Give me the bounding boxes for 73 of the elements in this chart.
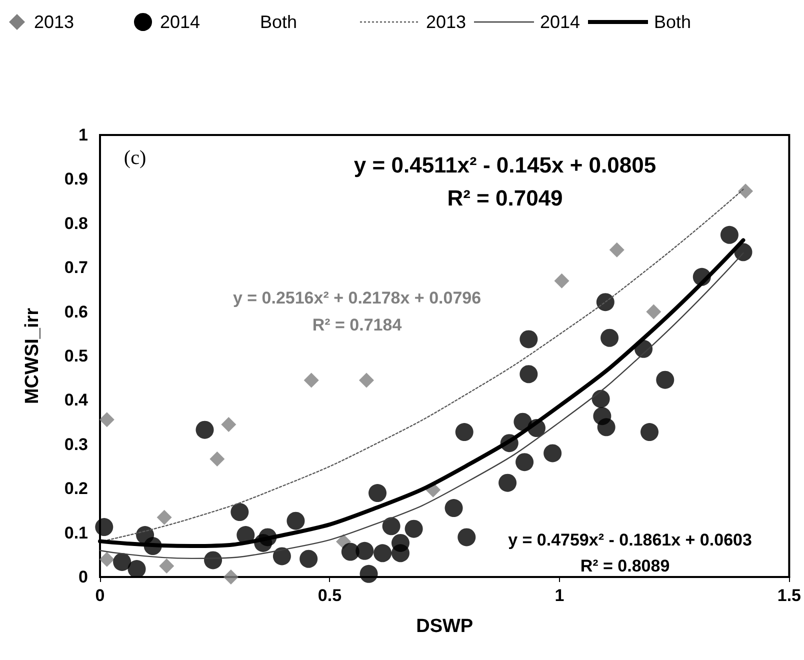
- annotation: (c): [124, 147, 146, 169]
- annotation: y = 0.2516x² + 0.2178x + 0.0796: [232, 288, 482, 308]
- x-tick-label: 1: [554, 586, 564, 605]
- point: [210, 451, 225, 466]
- point: [392, 544, 410, 562]
- point: [230, 503, 249, 522]
- annotation: y = 0.4511x² - 0.145x + 0.0805: [354, 152, 656, 178]
- point: [592, 390, 610, 408]
- point: [304, 372, 319, 388]
- point: [223, 570, 238, 584]
- annotation: y = 0.4759x² - 0.1861x + 0.0603: [508, 530, 752, 550]
- point: [600, 328, 619, 347]
- y-tick-label: 0.1: [64, 523, 88, 542]
- point: [554, 273, 570, 288]
- legend-label: 2014: [160, 12, 200, 32]
- point: [520, 330, 538, 348]
- point: [640, 423, 659, 442]
- legend-label: 2014: [540, 12, 580, 32]
- point: [358, 372, 374, 388]
- point: [720, 226, 738, 244]
- annotation: R² = 0.8089: [580, 556, 670, 576]
- point: [368, 484, 387, 502]
- point: [738, 184, 754, 199]
- legend-label: 2013: [426, 12, 466, 32]
- y-tick-label: 0.8: [64, 214, 88, 233]
- y-tick-label: 0.4: [64, 390, 89, 410]
- point: [516, 453, 534, 472]
- point: [382, 517, 400, 536]
- y-tick-label: 0.5: [64, 346, 88, 366]
- point: [597, 418, 616, 436]
- y-axis-title: MCWSI_irr: [22, 307, 43, 404]
- point: [113, 552, 132, 571]
- point: [196, 420, 214, 439]
- y-tick-label: 1: [78, 126, 88, 144]
- point: [374, 544, 392, 562]
- y-tick-label: 0.3: [64, 434, 88, 454]
- y-tick-label: 0.9: [64, 170, 88, 189]
- annotation: R² = 0.7049: [447, 186, 563, 210]
- point: [609, 242, 624, 258]
- point: [159, 558, 174, 574]
- point: [444, 499, 463, 518]
- y-tick-label: 0.2: [64, 479, 88, 498]
- point: [156, 510, 172, 525]
- point: [356, 542, 374, 560]
- point: [458, 528, 476, 546]
- y-tick-label: 0: [78, 568, 88, 586]
- point: [596, 293, 614, 312]
- y-tick-label: 0.6: [64, 302, 88, 322]
- point: [544, 444, 562, 462]
- legend-label: 2013: [34, 12, 74, 32]
- legend-label: Both: [260, 12, 298, 32]
- x-tick-label: 0.5: [318, 586, 342, 605]
- point: [272, 547, 291, 566]
- point: [95, 518, 114, 536]
- point: [286, 512, 305, 530]
- point: [99, 412, 114, 428]
- point: [656, 370, 674, 389]
- point: [455, 423, 474, 442]
- x-axis-title: DSWP: [416, 616, 474, 637]
- x-tick-label: 0: [95, 586, 105, 605]
- y-tick-label: 0.7: [64, 258, 88, 278]
- point: [646, 304, 662, 320]
- point: [404, 520, 423, 538]
- point: [99, 552, 114, 567]
- point: [360, 564, 378, 583]
- point: [204, 551, 222, 570]
- x-tick-label: 1.5: [777, 586, 802, 605]
- legend-label: Both: [654, 12, 692, 32]
- point: [520, 365, 538, 384]
- point: [300, 550, 318, 568]
- point: [221, 417, 236, 432]
- point: [498, 474, 517, 492]
- annotation: R² = 0.7184: [312, 316, 402, 334]
